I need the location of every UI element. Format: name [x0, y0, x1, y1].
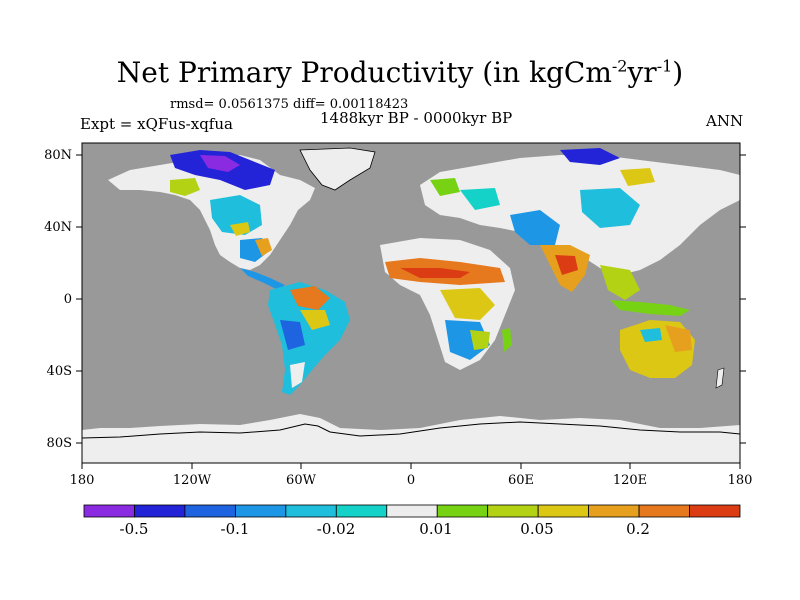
- new-zealand: [715, 367, 725, 389]
- siberia-blue: [560, 148, 620, 165]
- australia-blue: [640, 328, 662, 342]
- eurasia-green-patch: [430, 178, 460, 196]
- period-label: 1488kyr BP - 0000kyr BP: [320, 109, 513, 127]
- madagascar: [502, 328, 512, 352]
- lon-tick-label: 0: [407, 473, 415, 488]
- season-label: ANN: [706, 112, 744, 130]
- eurasia-blue-patch-1: [510, 210, 560, 245]
- australia-orange: [665, 325, 692, 352]
- na-orange-patch: [255, 238, 272, 256]
- lon-tick-label: 60E: [508, 473, 534, 488]
- lon-tick-label: 180: [70, 473, 95, 488]
- lat-tick-label: 80N: [44, 148, 72, 163]
- lat-axis: 80N 40N 0 40S 80S: [44, 148, 746, 451]
- eurasia-yellow-patch: [620, 168, 655, 186]
- na-yellow-patch: [230, 222, 250, 236]
- lon-axis: 180 120W 60W 0 60E 120E 180: [70, 463, 753, 488]
- antarctica-landmass: [82, 414, 740, 463]
- india-red-patch: [555, 255, 578, 275]
- colorbar: [83, 504, 741, 518]
- stats-line: rmsd= 0.0561375 diff= 0.00118423: [170, 97, 409, 112]
- colorbar-swatch: [83, 504, 135, 518]
- south-america-landmass: [268, 282, 350, 395]
- lon-tick-label: 120E: [613, 473, 647, 488]
- arctic-islands-purple: [200, 155, 240, 172]
- colorbar-labels: -0.5 -0.1 -0.02 0.01 0.05 0.2: [120, 520, 650, 538]
- eurasia-landmass: [420, 155, 740, 275]
- lat-tick-label: 0: [64, 292, 72, 307]
- antarctica-coast: [81, 421, 741, 439]
- africa-south-green: [470, 330, 490, 350]
- indonesia: [610, 300, 690, 316]
- central-america: [240, 268, 285, 290]
- greenland: [299, 147, 376, 191]
- sa-yellow-patch: [300, 310, 330, 330]
- lon-tick-label: 120W: [173, 473, 212, 488]
- colorbar-swatch: [134, 504, 186, 518]
- na-blue-patch-1: [210, 195, 262, 235]
- eurasia-cyan-patch-1: [580, 188, 640, 228]
- colorbar-swatch: [335, 504, 388, 518]
- lat-tick-label: 40N: [44, 220, 72, 235]
- colorbar-swatch: [386, 504, 438, 518]
- colorbar-swatch: [588, 504, 640, 518]
- colorbar-swatch: [436, 504, 489, 518]
- colorbar-label: 0.05: [520, 520, 553, 538]
- experiment-label: Expt = xQFus-xqfua: [80, 115, 233, 133]
- lat-tick-label: 80S: [47, 436, 72, 451]
- se-asia: [600, 265, 640, 300]
- colorbar-label: -0.5: [120, 520, 149, 538]
- colorbar-label: -0.02: [317, 520, 355, 538]
- colorbar-swatch: [234, 504, 287, 518]
- sa-orange-patch: [290, 286, 330, 310]
- colorbar-label: 0.2: [626, 520, 650, 538]
- lon-tick-label: 180: [728, 473, 753, 488]
- colorbar-swatch: [638, 504, 690, 518]
- africa-south-blue: [445, 320, 490, 360]
- sa-blue-patch: [280, 320, 305, 350]
- page-title: Net Primary Productivity (in kgCm-2yr-1): [116, 56, 684, 89]
- africa-central-yellow: [440, 288, 495, 320]
- colorbar-swatch: [184, 504, 236, 518]
- sa-white-patch: [290, 362, 305, 388]
- colorbar-swatch: [487, 504, 539, 518]
- colorbar-label: -0.1: [221, 520, 250, 538]
- colorbar-swatch: [285, 504, 337, 518]
- eurasia-cyan-patch-2: [460, 188, 500, 210]
- na-green-patch: [170, 178, 200, 196]
- lat-tick-label: 40S: [47, 364, 72, 379]
- lon-tick-label: 60W: [286, 473, 317, 488]
- colorbar-label: 0.01: [419, 520, 452, 538]
- colorbar-swatch: [689, 504, 741, 518]
- africa-sahel-red: [400, 268, 470, 278]
- colorbar-swatch: [537, 504, 590, 518]
